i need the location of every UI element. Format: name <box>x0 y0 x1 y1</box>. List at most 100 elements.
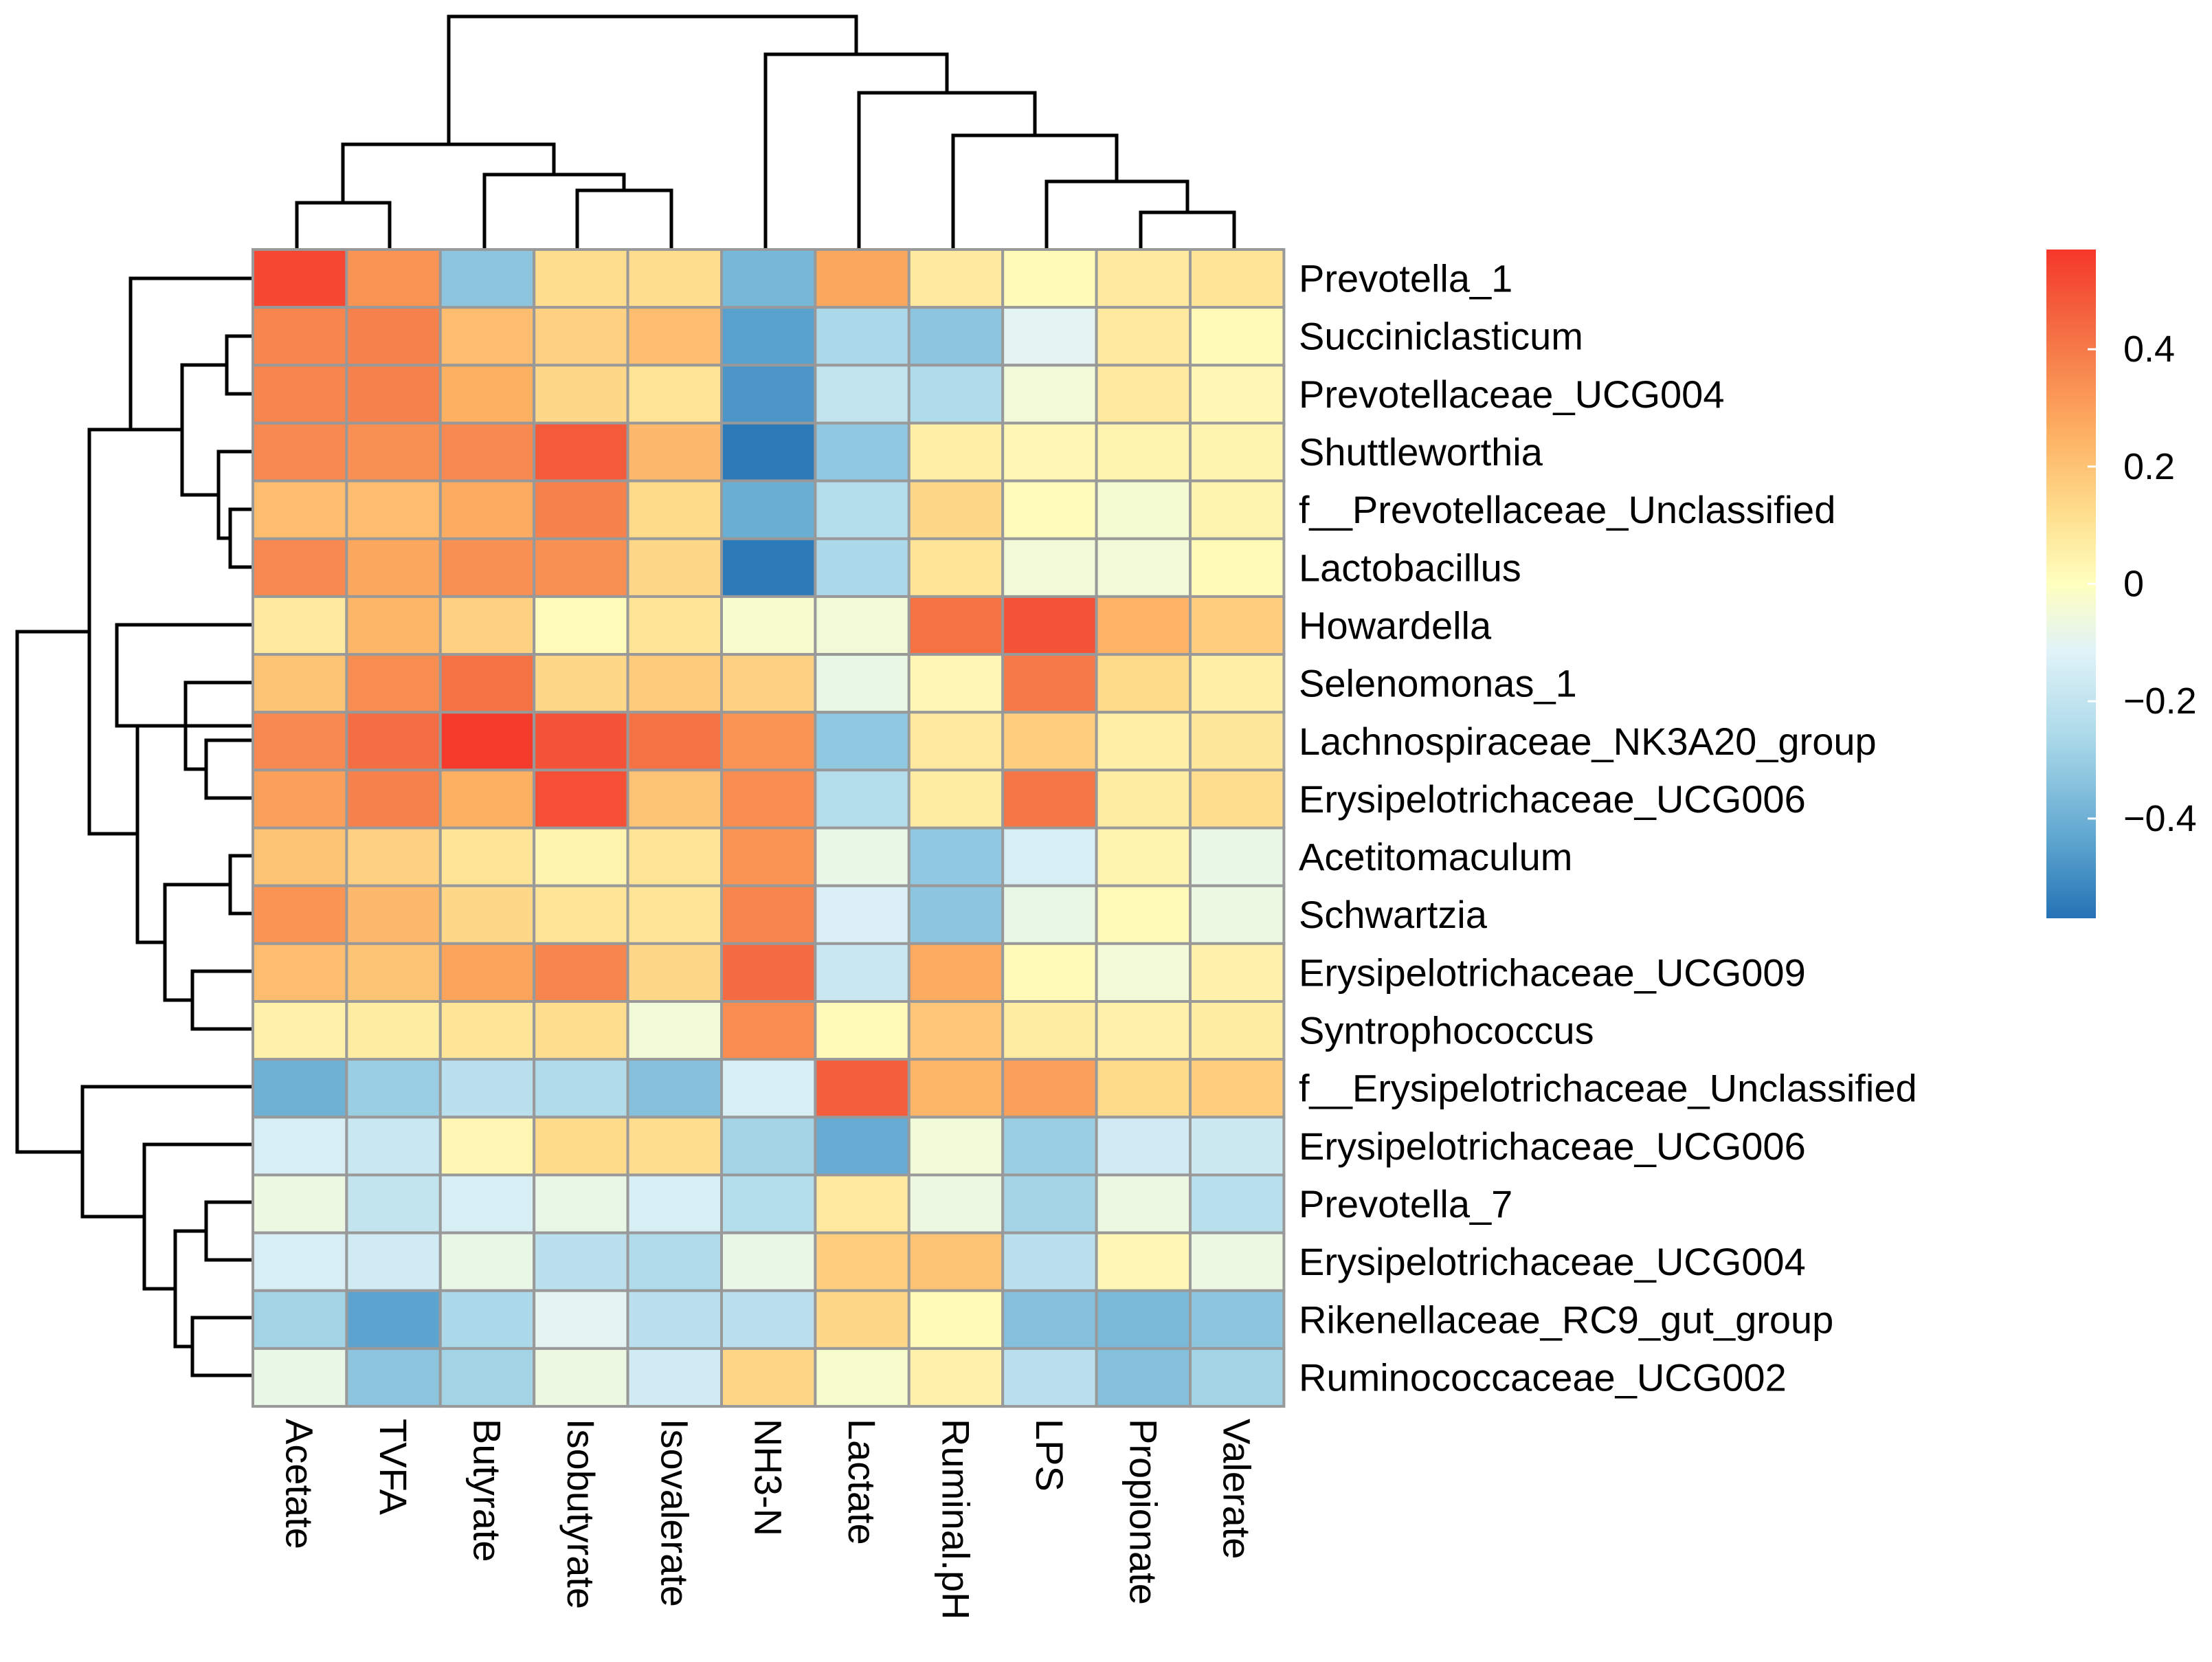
row-label: Prevotella_7 <box>1299 1182 1512 1226</box>
heatmap-cell <box>1095 1231 1192 1292</box>
heatmap-cell <box>1095 653 1192 714</box>
heatmap-cell <box>533 248 629 309</box>
row-label: Howardella <box>1299 604 1492 647</box>
heatmap-cell <box>252 768 348 830</box>
heatmap-cell <box>1001 306 1098 367</box>
heatmap-cell <box>814 479 911 540</box>
column-label: NH3-N <box>747 1419 790 1536</box>
heatmap-cell <box>345 826 442 887</box>
heatmap-cell <box>907 248 1005 309</box>
heatmap-cell <box>345 364 442 425</box>
heatmap-cell <box>1095 421 1192 483</box>
heatmap-cell <box>720 479 817 540</box>
heatmap-cell <box>1001 1231 1098 1292</box>
heatmap-cell <box>814 595 911 656</box>
heatmap-cell <box>345 248 442 309</box>
heatmap-cell <box>1001 826 1098 887</box>
colorbar-tick-label: −0.2 <box>2123 680 2197 722</box>
heatmap-cell <box>626 1116 723 1177</box>
heatmap-cell <box>1189 884 1286 945</box>
heatmap-cell <box>907 364 1005 425</box>
heatmap-cell <box>1001 1058 1098 1119</box>
column-label: Lactate <box>840 1419 884 1545</box>
row-label: Prevotella_1 <box>1299 257 1512 300</box>
heatmap-cell <box>533 768 629 830</box>
heatmap-cell <box>1095 595 1192 656</box>
heatmap-cell <box>252 248 348 309</box>
heatmap-cell <box>626 653 723 714</box>
colorbar-tick-label: 0.2 <box>2123 446 2175 487</box>
column-label: Valerate <box>1216 1419 1259 1559</box>
heatmap-cell <box>626 479 723 540</box>
heatmap-cell <box>438 595 536 656</box>
row-label: Shuttleworthia <box>1299 430 1543 474</box>
heatmap-cell <box>438 826 536 887</box>
heatmap-cell <box>1001 1116 1098 1177</box>
heatmap-cell <box>626 942 723 1004</box>
heatmap-cell <box>1095 884 1192 945</box>
heatmap-cell <box>720 595 817 656</box>
heatmap-cell <box>814 248 911 309</box>
heatmap-cell <box>438 306 536 367</box>
heatmap-cell <box>345 1347 442 1408</box>
heatmap-cell <box>626 421 723 483</box>
heatmap-cell <box>438 1173 536 1234</box>
heatmap-cell <box>907 1289 1005 1350</box>
column-dendrogram <box>295 14 1236 252</box>
heatmap-cell <box>533 306 629 367</box>
heatmap-cell <box>533 1058 629 1119</box>
heatmap-cell <box>814 653 911 714</box>
row-label: Lachnospiraceae_NK3A20_group <box>1299 720 1877 763</box>
heatmap-cell <box>1189 595 1286 656</box>
heatmap-cell <box>814 364 911 425</box>
heatmap-cell <box>1095 826 1192 887</box>
heatmap-cell <box>626 1231 723 1292</box>
heatmap-cell <box>1189 364 1286 425</box>
row-label: Prevotellaceae_UCG004 <box>1299 373 1724 416</box>
heatmap-cell <box>1001 884 1098 945</box>
column-label: Propionate <box>1121 1419 1165 1605</box>
heatmap-cell <box>438 479 536 540</box>
heatmap-cell <box>814 306 911 367</box>
column-label: Acetate <box>278 1419 322 1549</box>
heatmap-cell <box>438 653 536 714</box>
heatmap-cell <box>345 1289 442 1350</box>
heatmap-cell <box>907 421 1005 483</box>
heatmap-cell <box>1001 1000 1098 1061</box>
column-label: Ruminal.pH <box>935 1419 978 1620</box>
heatmap-cell <box>907 826 1005 887</box>
heatmap-cell <box>1189 421 1286 483</box>
heatmap-cell <box>533 942 629 1004</box>
colorbar-tick-label: 0 <box>2123 564 2144 605</box>
row-dendro-link <box>15 630 91 1154</box>
heatmap-cell <box>438 884 536 945</box>
heatmap-cell <box>1189 1231 1286 1292</box>
heatmap-cell <box>814 421 911 483</box>
heatmap-cell <box>720 248 817 309</box>
heatmap-cell <box>252 1347 348 1408</box>
heatmap-cell <box>533 364 629 425</box>
heatmap-cell <box>252 1000 348 1061</box>
heatmap-cell <box>438 1289 536 1350</box>
row-label: f__Prevotellaceae_Unclassified <box>1299 488 1835 531</box>
heatmap-cell <box>1095 1058 1192 1119</box>
heatmap-cell <box>814 1231 911 1292</box>
heatmap-cell <box>1095 248 1192 309</box>
heatmap-cell <box>345 653 442 714</box>
heatmap-cell <box>814 884 911 945</box>
heatmap-cell <box>533 595 629 656</box>
heatmap-cell <box>1189 1058 1286 1119</box>
row-label: Erysipelotrichaceae_UCG009 <box>1299 951 1806 994</box>
heatmap-cell <box>626 711 723 772</box>
heatmap-cell <box>1095 1289 1192 1350</box>
heatmap-cell <box>1189 653 1286 714</box>
heatmap-cell <box>1001 248 1098 309</box>
column-label: Isobutyrate <box>559 1419 603 1609</box>
heatmap-cell <box>626 1289 723 1350</box>
heatmap-cell <box>1189 1173 1286 1234</box>
row-dendro-link <box>129 276 255 432</box>
heatmap-cell <box>1001 1173 1098 1234</box>
heatmap-cell <box>720 1289 817 1350</box>
heatmap-cell <box>720 1173 817 1234</box>
